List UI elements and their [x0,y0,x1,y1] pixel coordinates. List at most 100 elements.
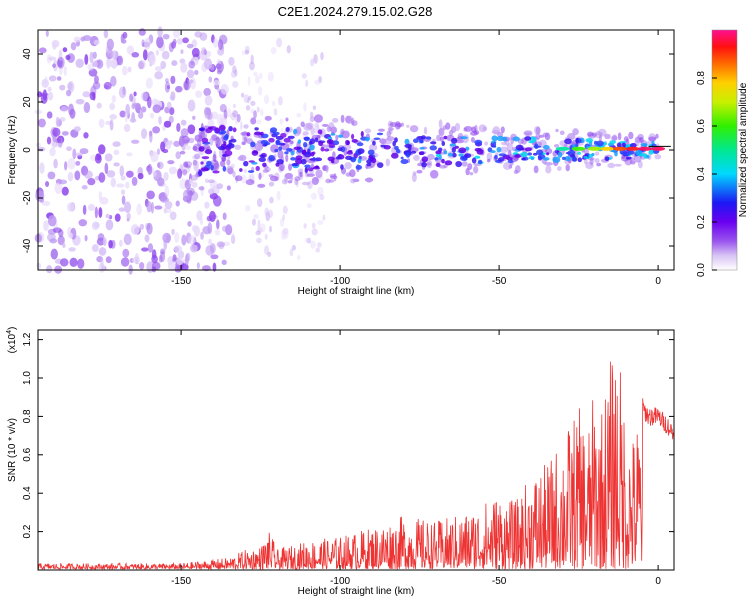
spectrogram-noise-blob [47,215,57,227]
spectrogram-noise-blob [216,219,220,230]
spectrogram-noise-blob [110,58,118,69]
spectrogram-noise-blob [247,97,250,104]
spectrogram-band-halo [236,113,241,123]
spectrogram-band-core [313,165,320,169]
spectrogram-band-core [216,127,220,134]
spectrogram-band-halo [482,126,488,132]
spectrogram-band-core [304,166,308,173]
spectrogram-band-core [591,152,595,157]
spectrogram-noise-blob [108,239,113,249]
spectrogram-noise-blob [319,194,325,201]
spectrogram-band-core [520,152,528,158]
spectrogram-band-core [496,135,505,142]
spectrogram-noise-blob [188,60,196,69]
spectrogram-noise-blob [146,201,152,213]
spectrogram-noise-blob [316,124,320,130]
spectrogram-band-halo [486,152,493,161]
spectrogram-noise-blob [93,39,100,46]
spectrogram-noise-blob [120,189,126,195]
spectrogram-noise-blob [303,223,307,229]
spectrogram-noise-blob [176,122,181,133]
spectrogram-noise-blob [216,241,226,248]
spectrogram-band-core [303,142,308,148]
spectrogram-noise-blob [314,122,320,128]
spectrogram-band-core [310,152,315,157]
colorbar-tick-label: 0.6 [696,119,707,133]
spectrogram-band-halo [279,163,285,172]
spectrogram-noise-blob [147,163,153,176]
spectrogram-band-halo [180,128,189,138]
spectrogram-band-core [380,144,386,148]
spectrogram-noise-blob [157,161,164,170]
spectrogram-band-halo [192,115,196,120]
snr-x-tick-label: -150 [171,576,191,587]
spectrogram-band-halo [294,176,301,182]
spectrogram-band-halo [553,144,560,148]
spectrogram-noise-blob [272,100,276,107]
spectrogram-noise-blob [59,258,69,267]
spectrogram-band-halo [309,116,315,123]
spectrogram-noise-blob [82,204,87,215]
spectrogram-band-core [476,148,484,155]
spectrogram-band-halo [208,111,213,121]
spectrogram-band-core [301,149,307,155]
spectrogram-noise-blob [103,29,109,39]
spectrogram-noise-blob [244,204,251,212]
spectrogram-band-halo [467,163,473,171]
spectrogram-noise-blob [171,60,178,67]
spectrogram-noise-blob [129,117,137,123]
spectrogram-noise-blob [98,118,105,129]
spectrogram-noise-blob [105,213,111,219]
spectrogram-noise-blob [94,206,98,219]
spectrogram-band-halo [623,136,629,142]
snr-y-tick-label: 0.4 [22,486,33,500]
spectrogram-band-tip [555,146,570,151]
spectrogram-noise-blob [145,77,153,89]
spectrogram-band-core [496,146,502,153]
spectrogram-noise-blob [118,86,127,99]
spectrogram-noise-blob [213,79,221,86]
spectrogram-band-core [201,156,210,160]
spectrogram-noise-blob [230,234,236,245]
spectrogram-noise-blob [58,179,68,185]
spectrogram-band-core [324,148,330,152]
spectrogram-band-halo [219,160,226,167]
spectrogram-noise-blob [186,69,195,79]
spectrogram-band-halo [335,134,339,141]
spectrogram-noise-blob [186,187,195,196]
spectrogram-band-core [326,139,334,145]
spectrogram-noise-blob [92,61,98,68]
spectrogram-band-core [246,132,251,137]
spectrogram-noise-blob [193,225,201,237]
spectrogram-noise-blob [127,66,132,73]
spectrogram-band-halo [285,153,289,163]
spectrogram-band-halo [226,159,231,166]
colorbar-ticks: 0.0 0.2 0.4 0.6 0.8 [696,71,717,277]
spectrogram-noise-blob [41,200,51,206]
spectrogram-band-core [458,147,467,154]
spectrogram-noise-blob [66,89,72,97]
spectrogram-band-core [283,137,291,143]
spectrogram-band-halo [299,171,303,178]
spectrogram-noise-blob [248,174,252,181]
spectrogram-band-halo [484,141,488,146]
spectrogram-band-halo [257,183,266,188]
spectrogram-band-core [507,159,514,164]
spectrogram-band-halo [203,144,211,150]
spectrogram-noise-blob [201,47,207,56]
spectrogram-noise-blob [169,211,177,221]
spectrogram-noise-blob [276,190,281,201]
spectrogram-marks [34,26,671,275]
spectrogram-noise-blob [98,207,103,218]
spectrogram-noise-blob [124,111,128,123]
spectrogram-noise-blob [109,113,117,120]
spectrogram-noise-blob [61,131,69,136]
spectrogram-noise-blob [177,168,183,179]
spectrogram-noise-blob [133,91,137,97]
spectrogram-noise-blob [57,235,65,246]
spectrogram-band-core [460,136,468,140]
spectrogram-noise-blob [45,180,50,188]
spectrogram-band-core [464,153,472,159]
spectrogram-band-core [340,146,346,153]
spectrogram-band-core [391,152,399,159]
